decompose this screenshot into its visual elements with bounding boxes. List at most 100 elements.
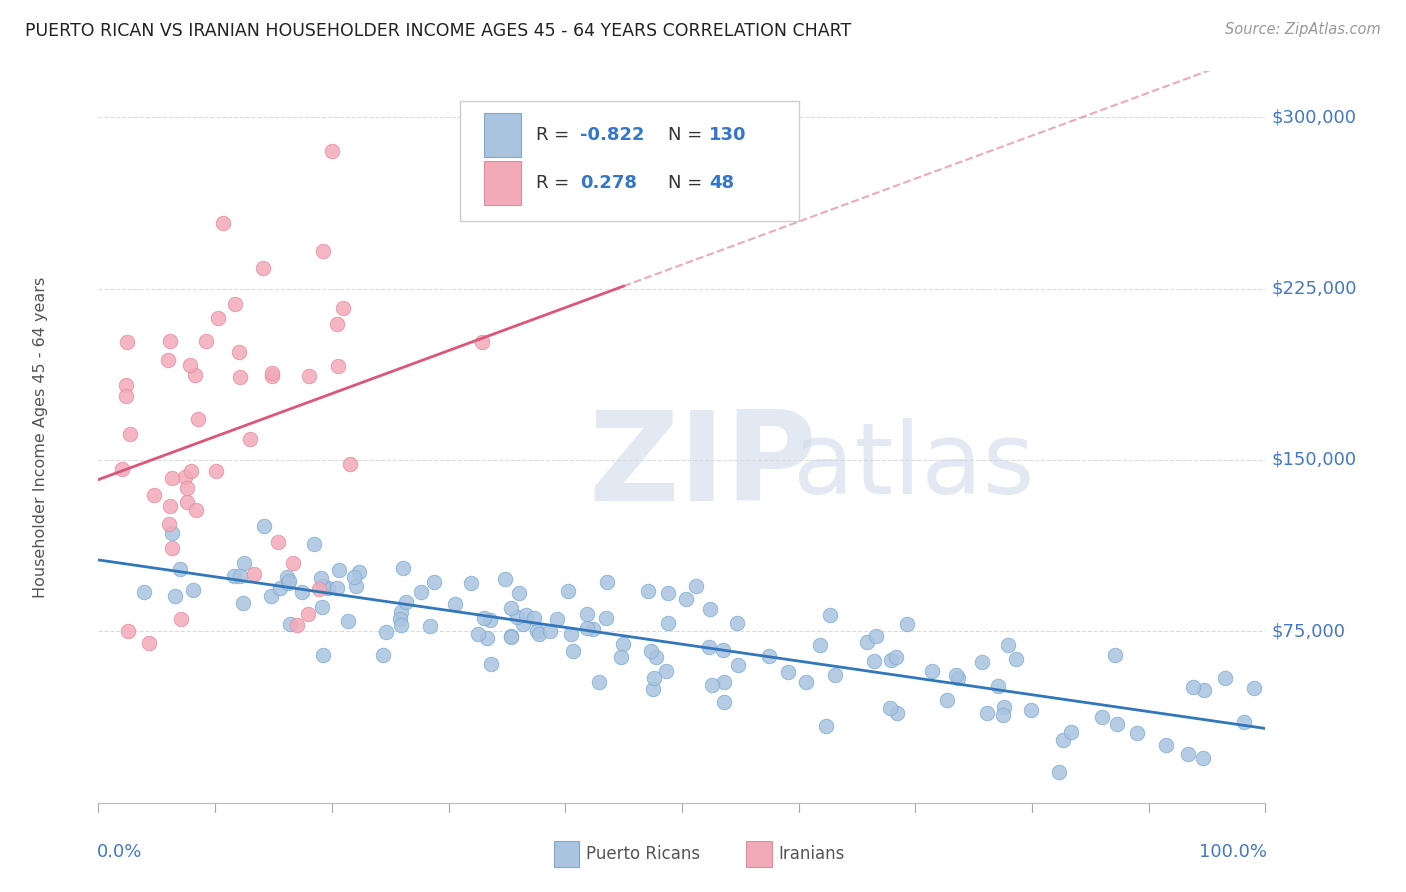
Point: [997, 638, 1019, 652]
Point: [713, 675, 735, 690]
Point: [560, 626, 582, 640]
Point: [312, 648, 335, 663]
Point: [176, 495, 198, 509]
Point: [582, 622, 605, 636]
Point: [325, 582, 347, 596]
Point: [1177, 747, 1199, 761]
Text: Householder Income Ages 45 - 64 years: Householder Income Ages 45 - 64 years: [32, 277, 48, 598]
Point: [657, 586, 679, 600]
Point: [471, 334, 494, 349]
Point: [499, 630, 522, 644]
Point: [1181, 680, 1204, 694]
Point: [976, 706, 998, 720]
Point: [309, 571, 332, 585]
Point: [526, 624, 548, 639]
Point: [339, 458, 361, 472]
Point: [523, 611, 546, 625]
Point: [287, 618, 309, 632]
Point: [297, 607, 319, 621]
Point: [820, 607, 842, 622]
Point: [645, 650, 668, 665]
Point: [321, 145, 343, 159]
Point: [391, 560, 413, 574]
Point: [1213, 671, 1236, 685]
Point: [675, 591, 697, 606]
Point: [993, 700, 1015, 714]
Text: ZIP: ZIP: [589, 406, 817, 527]
Point: [423, 575, 446, 590]
Point: [501, 601, 523, 615]
Point: [475, 631, 498, 645]
Point: [596, 574, 619, 589]
Point: [332, 301, 354, 315]
Point: [297, 368, 319, 383]
Text: Source: ZipAtlas.com: Source: ZipAtlas.com: [1225, 22, 1381, 37]
Point: [211, 216, 233, 230]
Point: [794, 674, 817, 689]
Point: [896, 617, 918, 632]
Point: [260, 366, 283, 380]
Point: [260, 369, 283, 384]
Point: [162, 471, 184, 485]
Point: [138, 636, 160, 650]
Point: [170, 612, 193, 626]
Point: [183, 582, 205, 597]
Point: [169, 562, 191, 576]
Point: [267, 534, 290, 549]
Point: [278, 617, 301, 632]
Point: [945, 668, 967, 682]
Point: [395, 595, 418, 609]
Point: [336, 614, 359, 628]
Point: [609, 649, 631, 664]
Point: [501, 629, 523, 643]
Point: [205, 464, 228, 478]
Point: [232, 596, 254, 610]
Point: [343, 570, 366, 584]
Point: [115, 377, 138, 392]
Point: [195, 334, 218, 348]
Point: [865, 628, 887, 642]
Point: [1191, 751, 1213, 765]
Point: [207, 310, 229, 325]
Point: [512, 617, 534, 632]
Text: 48: 48: [709, 174, 734, 193]
Point: [879, 700, 901, 714]
Point: [176, 481, 198, 495]
Point: [375, 624, 398, 639]
Text: 100.0%: 100.0%: [1198, 843, 1267, 861]
Point: [643, 682, 665, 697]
Point: [174, 470, 197, 484]
Point: [506, 610, 529, 624]
FancyBboxPatch shape: [747, 841, 772, 867]
Point: [527, 626, 550, 640]
Point: [557, 584, 579, 599]
Point: [588, 675, 610, 690]
Point: [349, 565, 371, 579]
Point: [160, 526, 183, 541]
Point: [640, 644, 662, 658]
Text: $75,000: $75,000: [1271, 623, 1346, 640]
FancyBboxPatch shape: [460, 101, 799, 221]
Text: N =: N =: [668, 126, 702, 144]
Point: [229, 369, 252, 384]
Point: [232, 556, 254, 570]
Point: [311, 600, 333, 615]
Point: [1105, 716, 1128, 731]
Point: [685, 578, 707, 592]
Point: [277, 576, 299, 591]
Point: [713, 695, 735, 709]
Point: [697, 640, 720, 654]
Point: [278, 574, 301, 588]
Point: [1059, 724, 1081, 739]
Point: [308, 582, 330, 596]
Point: [643, 671, 665, 685]
Text: $225,000: $225,000: [1271, 279, 1357, 298]
Point: [159, 334, 181, 348]
Point: [117, 335, 139, 350]
Point: [312, 244, 335, 259]
Point: [711, 642, 734, 657]
Point: [538, 624, 561, 639]
Point: [778, 665, 800, 679]
Text: N =: N =: [668, 174, 702, 193]
Point: [184, 368, 207, 383]
